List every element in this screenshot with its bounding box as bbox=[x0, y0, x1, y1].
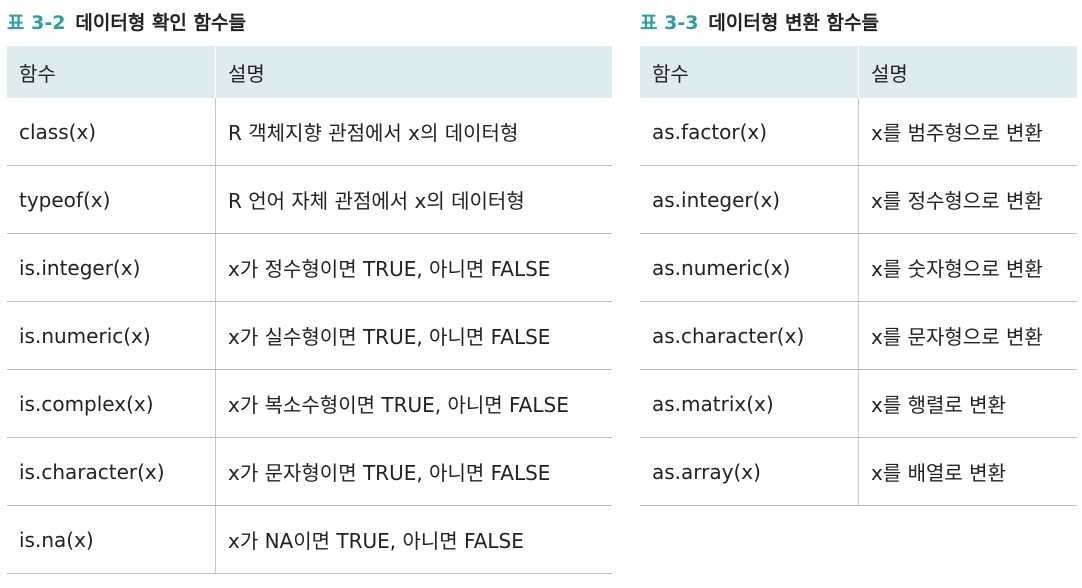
header-description: 설명 bbox=[215, 46, 612, 98]
table-3-3-block: 표 3-3 데이터형 변환 함수들 함수 설명 as.factor(x) x를 범… bbox=[640, 0, 1077, 506]
header-description: 설명 bbox=[858, 46, 1077, 98]
table-row: as.factor(x) x를 범주형으로 변환 bbox=[640, 98, 1077, 166]
table-row: as.integer(x) x를 정수형으로 변환 bbox=[640, 165, 1077, 234]
description-cell: x가 정수형이면 TRUE, 아니면 FALSE bbox=[215, 233, 612, 302]
table-row: as.numeric(x) x를 숫자형으로 변환 bbox=[640, 233, 1077, 302]
description-cell: x를 행렬로 변환 bbox=[858, 369, 1077, 438]
function-cell: is.character(x) bbox=[7, 437, 216, 506]
function-cell: is.complex(x) bbox=[7, 369, 216, 438]
description-cell: x가 문자형이면 TRUE, 아니면 FALSE bbox=[215, 437, 612, 506]
description-cell: x가 NA이면 TRUE, 아니면 FALSE bbox=[215, 505, 612, 574]
table-3-2-block: 표 3-2 데이터형 확인 함수들 함수 설명 class(x) R 객체지향 관… bbox=[7, 0, 612, 574]
description-cell: x를 배열로 변환 bbox=[858, 437, 1077, 506]
header-function: 함수 bbox=[7, 46, 216, 98]
table-row: typeof(x) R 언어 자체 관점에서 x의 데이터형 bbox=[7, 165, 612, 234]
function-cell: is.na(x) bbox=[7, 505, 216, 574]
function-cell: as.array(x) bbox=[640, 437, 859, 506]
function-cell: is.integer(x) bbox=[7, 233, 216, 302]
function-cell: class(x) bbox=[7, 98, 216, 166]
caption-title: 데이터형 변환 함수들 bbox=[708, 12, 879, 34]
table-row: is.numeric(x) x가 실수형이면 TRUE, 아니면 FALSE bbox=[7, 301, 612, 370]
table-row: class(x) R 객체지향 관점에서 x의 데이터형 bbox=[7, 98, 612, 166]
table-row: is.complex(x) x가 복소수형이면 TRUE, 아니면 FALSE bbox=[7, 369, 612, 438]
table-row: as.array(x) x를 배열로 변환 bbox=[640, 437, 1077, 506]
table-row: is.na(x) x가 NA이면 TRUE, 아니면 FALSE bbox=[7, 505, 612, 574]
description-cell: x가 복소수형이면 TRUE, 아니면 FALSE bbox=[215, 369, 612, 438]
caption-number: 표 3-2 bbox=[7, 12, 66, 34]
type-conversion-functions-table: 함수 설명 as.factor(x) x를 범주형으로 변환 as.intege… bbox=[640, 46, 1077, 506]
table-row: as.character(x) x를 문자형으로 변환 bbox=[640, 301, 1077, 370]
header-row: 함수 설명 bbox=[7, 46, 612, 98]
function-cell: as.character(x) bbox=[640, 301, 859, 370]
table-row: as.matrix(x) x를 행렬로 변환 bbox=[640, 369, 1077, 438]
function-cell: as.numeric(x) bbox=[640, 233, 859, 302]
table-row: is.character(x) x가 문자형이면 TRUE, 아니면 FALSE bbox=[7, 437, 612, 506]
type-check-functions-table: 함수 설명 class(x) R 객체지향 관점에서 x의 데이터형 typeo… bbox=[7, 46, 612, 574]
table-row: is.integer(x) x가 정수형이면 TRUE, 아니면 FALSE bbox=[7, 233, 612, 302]
description-cell: x를 문자형으로 변환 bbox=[858, 301, 1077, 370]
description-cell: R 언어 자체 관점에서 x의 데이터형 bbox=[215, 165, 612, 234]
function-cell: as.integer(x) bbox=[640, 165, 859, 234]
description-cell: R 객체지향 관점에서 x의 데이터형 bbox=[215, 98, 612, 166]
table-caption: 표 3-3 데이터형 변환 함수들 bbox=[640, 0, 1077, 46]
header-row: 함수 설명 bbox=[640, 46, 1077, 98]
description-cell: x가 실수형이면 TRUE, 아니면 FALSE bbox=[215, 301, 612, 370]
caption-title: 데이터형 확인 함수들 bbox=[75, 12, 246, 34]
description-cell: x를 숫자형으로 변환 bbox=[858, 233, 1077, 302]
table-caption: 표 3-2 데이터형 확인 함수들 bbox=[7, 0, 612, 46]
header-function: 함수 bbox=[640, 46, 859, 98]
description-cell: x를 범주형으로 변환 bbox=[858, 98, 1077, 166]
caption-number: 표 3-3 bbox=[640, 12, 699, 34]
function-cell: as.matrix(x) bbox=[640, 369, 859, 438]
function-cell: is.numeric(x) bbox=[7, 301, 216, 370]
description-cell: x를 정수형으로 변환 bbox=[858, 165, 1077, 234]
function-cell: as.factor(x) bbox=[640, 98, 859, 166]
function-cell: typeof(x) bbox=[7, 165, 216, 234]
